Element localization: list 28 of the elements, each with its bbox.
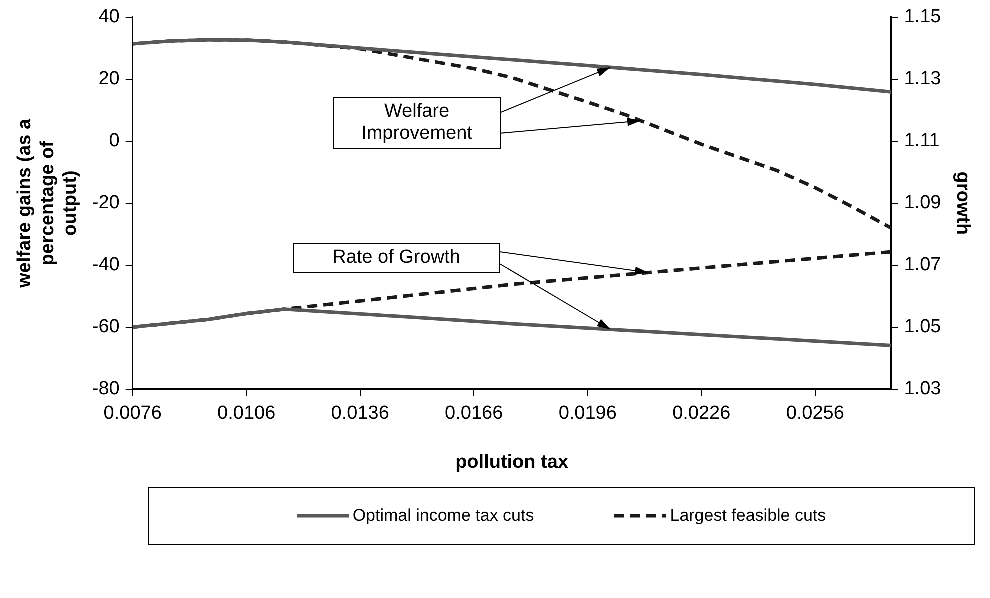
y-tick-label: 40 xyxy=(98,6,120,28)
y2-tick-label: 1.11 xyxy=(904,130,940,152)
y2-tick-label: 1.09 xyxy=(904,192,942,214)
x-tick-label: 0.0106 xyxy=(218,403,276,424)
x-tick-label: 0.0166 xyxy=(445,403,504,424)
y2-tick-label: 1.05 xyxy=(904,316,942,338)
text-box: Welfare Improvement xyxy=(333,97,501,149)
x-tick-label: 0.0226 xyxy=(672,403,731,424)
x-axis-title: pollution tax xyxy=(456,452,569,473)
x-tick-label: 0.0196 xyxy=(558,403,617,424)
y2-tick-label: 1.15 xyxy=(904,6,942,28)
legend-label: Largest feasible cuts xyxy=(670,506,826,526)
y-tick-label: 20 xyxy=(98,68,120,90)
x-tick-label: 0.0136 xyxy=(331,403,390,424)
y-tick-label: 0 xyxy=(109,130,120,152)
y2-tick-label: 1.03 xyxy=(904,378,942,400)
y-tick-label: -60 xyxy=(92,316,120,338)
y2-axis-title: growth xyxy=(952,172,974,236)
y-axis-title: welfare gains (as a percentage of output) xyxy=(14,118,82,289)
text-box: Rate of Growth xyxy=(293,243,500,273)
x-tick-label: 0.0256 xyxy=(786,403,844,424)
legend-label: Optimal income tax cuts xyxy=(352,506,534,526)
y2-tick-label: 1.13 xyxy=(904,68,942,90)
y-tick-label: -20 xyxy=(92,192,120,214)
y-tick-label: -80 xyxy=(92,378,120,400)
y-tick-label: -40 xyxy=(92,254,120,276)
y2-tick-label: 1.07 xyxy=(904,254,942,276)
x-tick-label: 0.0076 xyxy=(104,403,162,424)
